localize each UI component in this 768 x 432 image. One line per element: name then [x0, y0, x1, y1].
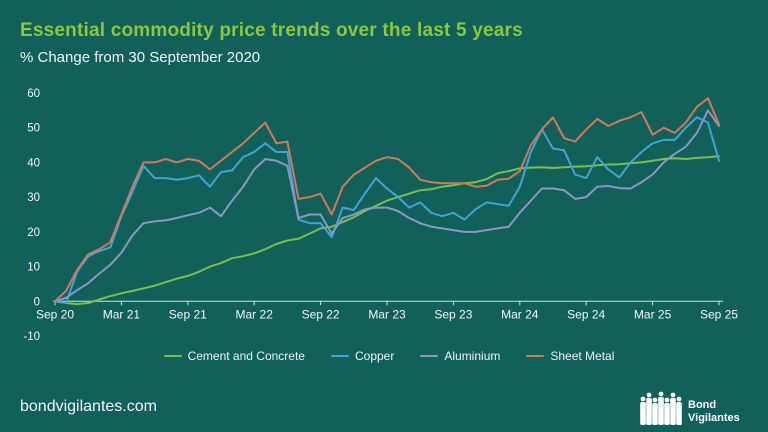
x-tick-label: Mar 23 — [368, 307, 406, 321]
copper-line-swatch — [330, 355, 349, 357]
y-tick-label: 60 — [27, 88, 40, 100]
bond-vigilantes-logo: Bond Vigilantes — [640, 391, 740, 425]
y-tick-label: 0 — [34, 296, 40, 308]
series-line-cement-and-concrete — [54, 155, 720, 306]
legend-item-copper: Copper — [330, 349, 395, 363]
x-tick-label: Sep 20 — [36, 307, 74, 321]
series-line-sheet-metal — [54, 97, 720, 303]
sheet-metal-line-swatch — [526, 355, 545, 357]
people-icon — [640, 391, 682, 425]
y-tick-label: 20 — [27, 227, 40, 239]
website-link[interactable]: bondvigilantes.com — [20, 398, 157, 415]
legend-item-sheet-metal: Sheet Metal — [526, 349, 614, 363]
legend-label: Cement and Concrete — [187, 349, 305, 363]
x-tick-label: Sep 23 — [434, 307, 472, 321]
aluminium-line-swatch — [420, 355, 439, 357]
logo-text-line1: Bond — [688, 399, 716, 411]
cement-line-swatch — [163, 355, 182, 357]
x-tick-label: Mar 21 — [103, 307, 141, 321]
x-tick-label: Mar 25 — [634, 307, 672, 321]
page-title: Essential commodity price trends over th… — [20, 20, 523, 41]
legend-item-aluminium: Aluminium — [420, 349, 500, 363]
page-subtitle: % Change from 30 September 2020 — [20, 49, 261, 66]
x-tick-label: Mar 24 — [501, 307, 539, 321]
x-tick-label: Sep 24 — [567, 307, 605, 321]
y-tick-label: 40 — [27, 157, 40, 169]
series-line-aluminium — [54, 109, 720, 303]
y-tick-label: 50 — [27, 123, 40, 135]
x-tick-label: Mar 22 — [236, 307, 274, 321]
y-tick-label: -10 — [23, 331, 40, 343]
chart-legend: Cement and Concrete Copper Aluminium She… — [55, 349, 723, 363]
y-tick-label: 30 — [27, 192, 40, 204]
legend-label: Sheet Metal — [550, 349, 615, 363]
legend-label: Copper — [354, 349, 395, 363]
logo-text-line2: Vigilantes — [688, 412, 740, 424]
legend-item-cement-and-concrete: Cement and Concrete — [163, 349, 305, 363]
x-tick-label: Sep 25 — [700, 307, 738, 321]
series-line-copper — [54, 116, 720, 304]
x-tick-label: Sep 21 — [169, 307, 207, 321]
y-tick-label: 10 — [27, 262, 40, 274]
legend-label: Aluminium — [444, 349, 501, 363]
x-tick-label: Sep 22 — [302, 307, 340, 321]
